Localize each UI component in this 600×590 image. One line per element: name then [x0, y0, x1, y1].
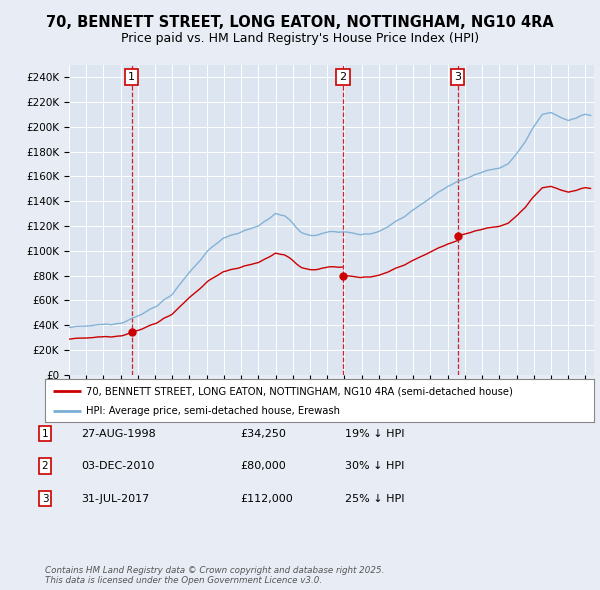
Text: 1: 1	[41, 429, 49, 438]
Text: 19% ↓ HPI: 19% ↓ HPI	[345, 429, 404, 438]
Text: 30% ↓ HPI: 30% ↓ HPI	[345, 461, 404, 471]
Text: 2: 2	[41, 461, 49, 471]
Text: 70, BENNETT STREET, LONG EATON, NOTTINGHAM, NG10 4RA: 70, BENNETT STREET, LONG EATON, NOTTINGH…	[46, 15, 554, 30]
Text: 1: 1	[128, 73, 136, 82]
Text: Contains HM Land Registry data © Crown copyright and database right 2025.
This d: Contains HM Land Registry data © Crown c…	[45, 566, 385, 585]
Text: HPI: Average price, semi-detached house, Erewash: HPI: Average price, semi-detached house,…	[86, 407, 340, 416]
Text: 31-JUL-2017: 31-JUL-2017	[81, 494, 149, 503]
Text: Price paid vs. HM Land Registry's House Price Index (HPI): Price paid vs. HM Land Registry's House …	[121, 32, 479, 45]
Text: £34,250: £34,250	[240, 429, 286, 438]
Text: 27-AUG-1998: 27-AUG-1998	[81, 429, 156, 438]
Text: 25% ↓ HPI: 25% ↓ HPI	[345, 494, 404, 503]
Text: 70, BENNETT STREET, LONG EATON, NOTTINGHAM, NG10 4RA (semi-detached house): 70, BENNETT STREET, LONG EATON, NOTTINGH…	[86, 386, 513, 396]
Text: 03-DEC-2010: 03-DEC-2010	[81, 461, 154, 471]
Text: 3: 3	[454, 73, 461, 82]
Text: £112,000: £112,000	[240, 494, 293, 503]
Text: 3: 3	[41, 494, 49, 503]
Text: £80,000: £80,000	[240, 461, 286, 471]
Text: 2: 2	[340, 73, 347, 82]
